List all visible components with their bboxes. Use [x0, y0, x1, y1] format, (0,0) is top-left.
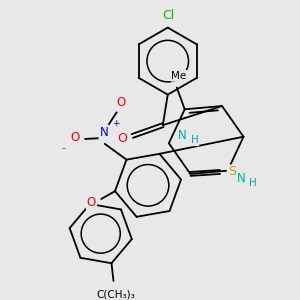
Text: S: S	[228, 165, 236, 178]
Text: Cl: Cl	[163, 9, 175, 22]
Text: H: H	[249, 178, 257, 188]
Text: N: N	[99, 125, 108, 139]
Text: C(CH₃)₃: C(CH₃)₃	[96, 290, 135, 300]
Text: Me: Me	[171, 71, 186, 81]
Text: N: N	[178, 129, 187, 142]
Text: N: N	[237, 172, 246, 185]
Text: O: O	[116, 96, 125, 109]
Text: H: H	[190, 135, 198, 145]
Text: -: -	[61, 143, 65, 153]
Text: O: O	[87, 196, 96, 209]
Text: O: O	[70, 131, 80, 145]
Text: +: +	[112, 119, 119, 128]
Text: O: O	[118, 131, 127, 145]
